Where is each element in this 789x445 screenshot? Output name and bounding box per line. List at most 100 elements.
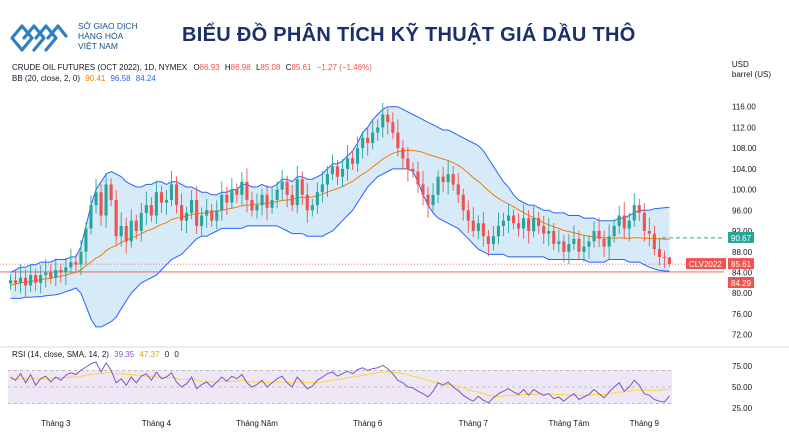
x-tick-label-2: Tháng Năm: [236, 419, 278, 428]
candle-body-16: [89, 205, 93, 229]
candle-body-20: [109, 184, 113, 200]
candle-body-106: [542, 225, 546, 234]
candle-body-35: [185, 212, 189, 221]
rsi-tick-label-0: 25.00: [732, 404, 753, 413]
candle-body-21: [114, 200, 118, 237]
candle-body-77: [396, 132, 400, 149]
candle-body-89: [456, 184, 460, 195]
candle-body-126: [642, 212, 646, 231]
unit-currency: USD: [731, 60, 749, 69]
x-tick-label-0: Tháng 3: [41, 419, 71, 428]
rsi-value: 39.35: [114, 350, 135, 359]
candle-body-30: [159, 192, 163, 203]
open-label: O: [193, 63, 200, 72]
candle-body-52: [270, 200, 274, 208]
candle-body-24: [129, 220, 133, 242]
candle-body-40: [210, 210, 214, 221]
y-tick-label-9: 108.00: [732, 144, 757, 153]
candle-body-116: [592, 231, 596, 242]
exchange-logo-icon: [10, 24, 68, 52]
x-tick-label-3: Tháng 6: [353, 419, 383, 428]
candle-body-62: [320, 184, 324, 193]
candle-body-100: [512, 215, 516, 224]
candle-body-7: [44, 272, 48, 276]
candle-body-44: [230, 189, 234, 203]
bollinger-lower-line: [10, 168, 670, 328]
x-tick-label-5: Tháng Tám: [548, 419, 589, 428]
bb-lower-tag-bg: [728, 276, 754, 288]
rsi-sma-value: 47.37: [139, 350, 160, 359]
candle-body-86: [441, 176, 445, 182]
close-price-tag-bg: [728, 258, 754, 270]
candle-body-111: [567, 244, 571, 252]
candle-body-23: [124, 225, 128, 242]
candle-body-1: [14, 280, 18, 283]
candle-body-95: [486, 236, 490, 244]
candle-body-64: [330, 166, 334, 175]
candle-body-42: [220, 194, 224, 211]
y-tick-label-1: 76.00: [732, 310, 753, 319]
candle-body-110: [562, 241, 566, 252]
candle-body-123: [627, 220, 631, 229]
candle-body-37: [195, 200, 199, 226]
candle-body-15: [84, 228, 88, 252]
page-title: BIỂU ĐỒ PHÂN TÍCH KỸ THUẬT GIÁ DẦU THÔ: [182, 24, 636, 46]
candle-body-117: [597, 231, 601, 239]
candle-body-4: [29, 275, 33, 286]
candle-body-49: [255, 205, 259, 211]
candle-body-18: [99, 192, 103, 216]
header-banner: SỞ GIAO DỊCH HÀNG HÓA VIỆT NAM BIỂU ĐỒ P…: [0, 0, 789, 58]
open-value: 86.93: [199, 63, 220, 72]
logo-line-2: HÀNG HÓA: [78, 31, 124, 41]
logo-line-1: SỞ GIAO DỊCH: [78, 21, 138, 31]
candle-body-33: [175, 184, 179, 206]
candle-body-22: [119, 225, 123, 237]
candle-body-72: [371, 132, 375, 143]
candle-body-19: [104, 184, 108, 216]
candle-body-9: [54, 269, 58, 278]
exchange-logo-text: SỞ GIAO DỊCH HÀNG HÓA VIỆT NAM: [78, 21, 138, 51]
y-tick-label-8: 104.00: [732, 165, 757, 174]
candle-body-94: [481, 223, 485, 237]
candle-body-32: [169, 184, 173, 200]
candle-body-79: [406, 158, 410, 169]
candle-body-41: [215, 210, 219, 221]
candle-body-91: [466, 210, 470, 221]
candle-body-70: [361, 137, 365, 149]
candle-body-46: [240, 181, 244, 195]
candle-body-68: [351, 158, 355, 164]
y-tick-label-11: 116.00: [732, 103, 756, 112]
candle-body-17: [94, 192, 98, 206]
candle-body-59: [305, 194, 309, 211]
main-legend: CRUDE OIL FUTURES (OCT 2022), 1D, NYMEX …: [12, 63, 372, 72]
rsi-line: [10, 361, 670, 404]
candle-body-107: [547, 231, 551, 234]
candle-body-61: [315, 192, 319, 206]
candle-body-27: [144, 205, 148, 213]
candle-body-101: [517, 223, 521, 229]
bb-upper-tag-bg: [728, 231, 754, 243]
candle-body-85: [436, 176, 440, 195]
x-tick-label-1: Tháng 4: [142, 419, 172, 428]
y-tick-label-3: 84.00: [732, 268, 753, 277]
candle-body-25: [134, 220, 138, 232]
candle-body-98: [501, 220, 505, 226]
candle-body-76: [391, 122, 395, 133]
candle-body-115: [587, 241, 591, 247]
change-value: −1.27 (−1.46%): [316, 63, 372, 72]
candle-body-2: [19, 277, 23, 283]
candle-body-131: [667, 257, 671, 265]
candle-body-67: [346, 158, 350, 169]
ticker-tag-bg: [686, 258, 726, 270]
instrument-name: CRUDE OIL FUTURES (OCT 2022), 1D, NYMEX: [12, 63, 188, 72]
candle-body-78: [401, 148, 405, 159]
candle-body-11: [64, 267, 68, 273]
logo-line-3: VIỆT NAM: [78, 41, 118, 51]
candle-body-51: [265, 194, 269, 208]
close-label: C: [285, 63, 292, 72]
candle-body-80: [411, 168, 415, 172]
rsi-extra-2: 0: [174, 350, 179, 359]
price-chart[interactable]: 72.00 76.00 80.00 84.00 88.00 92.00 96.00 100.0…: [0, 58, 789, 445]
candle-body-26: [139, 212, 143, 231]
bollinger-basis-line: [10, 149, 670, 286]
